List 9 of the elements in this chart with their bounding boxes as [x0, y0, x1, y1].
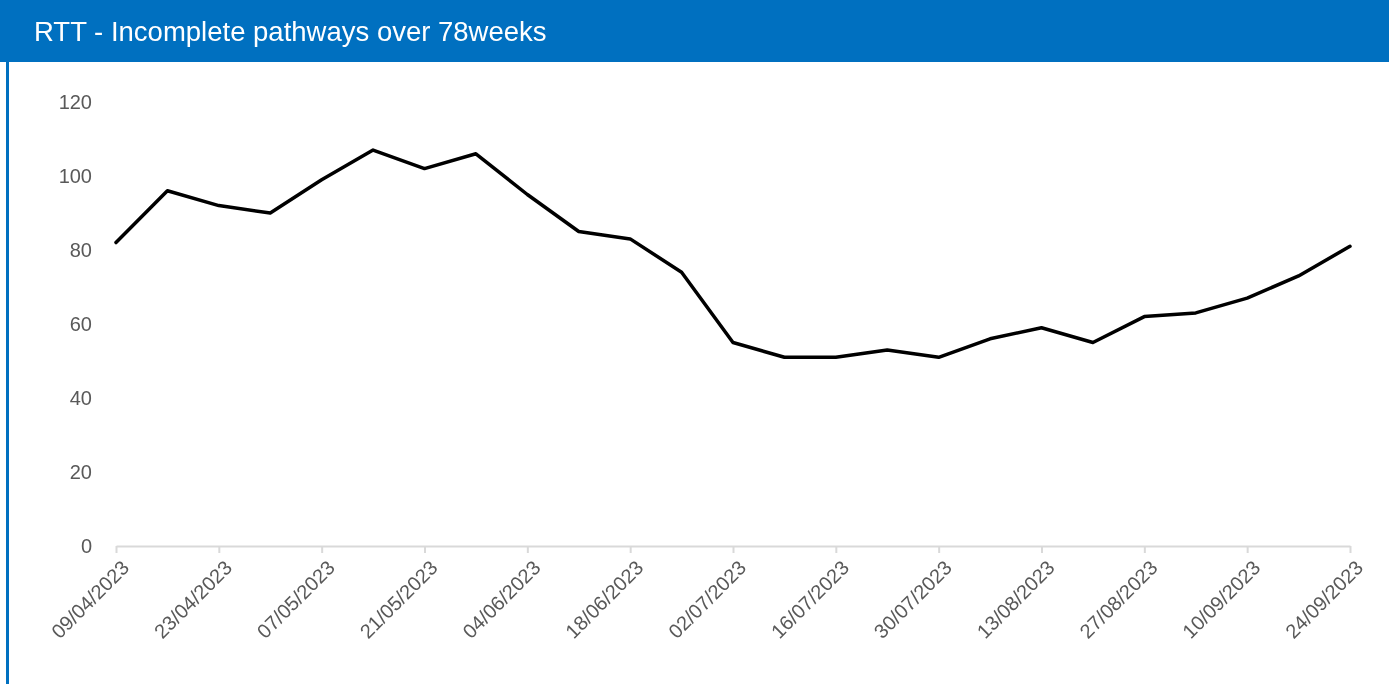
y-tick-label: 100 [58, 164, 92, 187]
y-tick-label: 60 [69, 312, 92, 335]
y-tick-label: 20 [69, 460, 92, 483]
y-tick-label: 40 [69, 386, 92, 409]
line-series [114, 148, 1352, 360]
y-tick-label: 120 [58, 90, 92, 113]
chart-title: RTT - Incomplete pathways over 78weeks [34, 16, 547, 47]
y-tick-label: 0 [80, 534, 92, 557]
y-tick-label: 80 [69, 238, 92, 261]
